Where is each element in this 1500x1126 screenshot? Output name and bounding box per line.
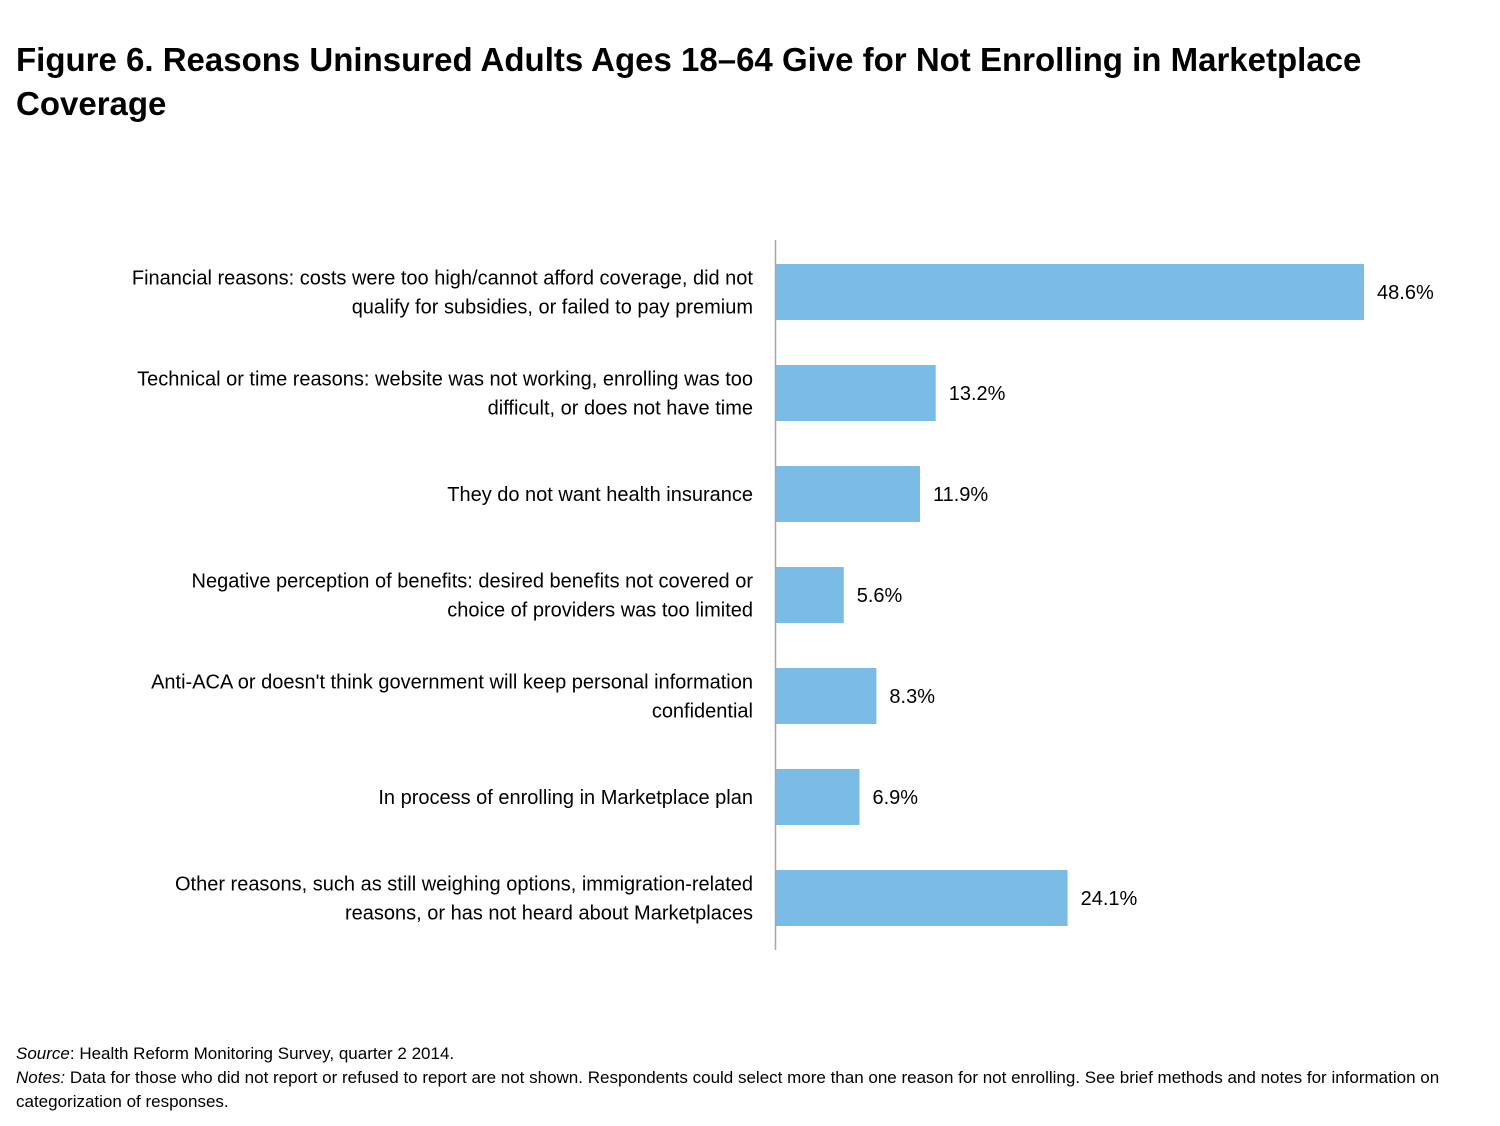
category-label-line: difficult, or does not have time xyxy=(488,398,753,420)
chart-title: Figure 6. Reasons Uninsured Adults Ages … xyxy=(16,41,1362,122)
category-label-line: Negative perception of benefits: desired… xyxy=(192,571,754,593)
category-label: In process of enrolling in Marketplace p… xyxy=(378,787,753,809)
bar xyxy=(776,870,1068,926)
category-label-line: confidential xyxy=(652,701,753,723)
category-label: Other reasons, such as still weighing op… xyxy=(175,874,753,925)
source-text: : Health Reform Monitoring Survey, quart… xyxy=(69,1044,455,1063)
bars-layer xyxy=(776,264,1365,926)
bar xyxy=(776,668,877,724)
category-label: Financial reasons: costs were too high/c… xyxy=(132,268,754,319)
value-label: 5.6% xyxy=(857,585,903,607)
bar xyxy=(776,264,1365,320)
bar xyxy=(776,567,844,623)
value-label: 13.2% xyxy=(949,383,1006,405)
category-label-line: choice of providers was too limited xyxy=(447,600,753,622)
notes-label: Notes: xyxy=(16,1068,66,1087)
category-labels-layer: Financial reasons: costs were too high/c… xyxy=(132,268,754,925)
bar xyxy=(776,466,920,522)
source-note: Source: Health Reform Monitoring Survey,… xyxy=(16,1042,1456,1066)
bar xyxy=(776,365,936,421)
bar xyxy=(776,769,860,825)
category-label-line: In process of enrolling in Marketplace p… xyxy=(378,787,753,809)
category-label: Anti-ACA or doesn't think government wil… xyxy=(151,672,753,723)
category-label: They do not want health insurance xyxy=(447,484,753,506)
category-label-line: qualify for subsidies, or failed to pay … xyxy=(352,297,753,319)
value-labels-layer: 48.6% 13.2% 11.9% 5.6% 8.3% 6.9% 24.1% xyxy=(857,282,1434,910)
notes: Notes: Data for those who did not report… xyxy=(16,1066,1456,1114)
value-label: 48.6% xyxy=(1377,282,1434,304)
notes-text: Data for those who did not report or ref… xyxy=(16,1068,1440,1111)
value-label: 11.9% xyxy=(933,484,988,506)
category-label-line: reasons, or has not heard about Marketpl… xyxy=(345,903,753,925)
chart-footer: Source: Health Reform Monitoring Survey,… xyxy=(16,1042,1456,1114)
category-label: Technical or time reasons: website was n… xyxy=(137,369,753,420)
value-label: 6.9% xyxy=(872,787,918,809)
category-label: Negative perception of benefits: desired… xyxy=(192,571,754,622)
category-label-line: Anti-ACA or doesn't think government wil… xyxy=(151,672,753,694)
category-label-line: Other reasons, such as still weighing op… xyxy=(175,874,753,896)
value-label: 24.1% xyxy=(1081,888,1138,910)
category-label-line: They do not want health insurance xyxy=(447,484,753,506)
value-label: 8.3% xyxy=(889,686,935,708)
category-label-line: Financial reasons: costs were too high/c… xyxy=(132,268,754,290)
source-label: Source xyxy=(16,1044,70,1063)
category-label-line: Technical or time reasons: website was n… xyxy=(137,369,753,391)
